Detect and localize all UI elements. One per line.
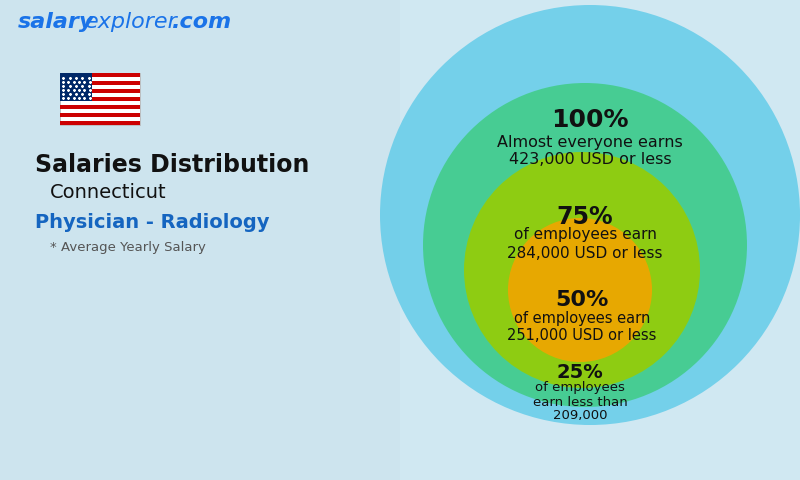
Text: 251,000 USD or less: 251,000 USD or less	[507, 327, 657, 343]
Circle shape	[464, 152, 700, 388]
Text: of employees: of employees	[535, 382, 625, 395]
Text: 75%: 75%	[557, 205, 614, 229]
FancyBboxPatch shape	[60, 73, 140, 125]
Text: of employees earn: of employees earn	[514, 311, 650, 325]
Text: earn less than: earn less than	[533, 396, 627, 408]
Text: 423,000 USD or less: 423,000 USD or less	[509, 153, 671, 168]
Text: 284,000 USD or less: 284,000 USD or less	[507, 245, 662, 261]
Text: salary: salary	[18, 12, 94, 32]
Text: * Average Yearly Salary: * Average Yearly Salary	[50, 241, 206, 254]
Text: 50%: 50%	[555, 290, 609, 310]
Text: 209,000: 209,000	[553, 409, 607, 422]
Text: .com: .com	[172, 12, 232, 32]
FancyBboxPatch shape	[0, 0, 400, 480]
FancyBboxPatch shape	[60, 89, 140, 93]
Circle shape	[380, 5, 800, 425]
Text: Salaries Distribution: Salaries Distribution	[35, 153, 310, 177]
Text: Connecticut: Connecticut	[50, 182, 166, 202]
Text: Physician - Radiology: Physician - Radiology	[35, 213, 270, 231]
Text: 100%: 100%	[551, 108, 629, 132]
FancyBboxPatch shape	[60, 81, 140, 85]
Text: Almost everyone earns: Almost everyone earns	[497, 135, 683, 151]
Circle shape	[508, 218, 652, 362]
FancyBboxPatch shape	[60, 113, 140, 117]
Circle shape	[423, 83, 747, 407]
Text: explorer: explorer	[85, 12, 178, 32]
FancyBboxPatch shape	[60, 73, 140, 77]
FancyBboxPatch shape	[60, 121, 140, 125]
FancyBboxPatch shape	[60, 73, 92, 101]
FancyBboxPatch shape	[60, 97, 140, 101]
Text: 25%: 25%	[557, 362, 603, 382]
Text: of employees earn: of employees earn	[514, 228, 657, 242]
FancyBboxPatch shape	[60, 105, 140, 109]
